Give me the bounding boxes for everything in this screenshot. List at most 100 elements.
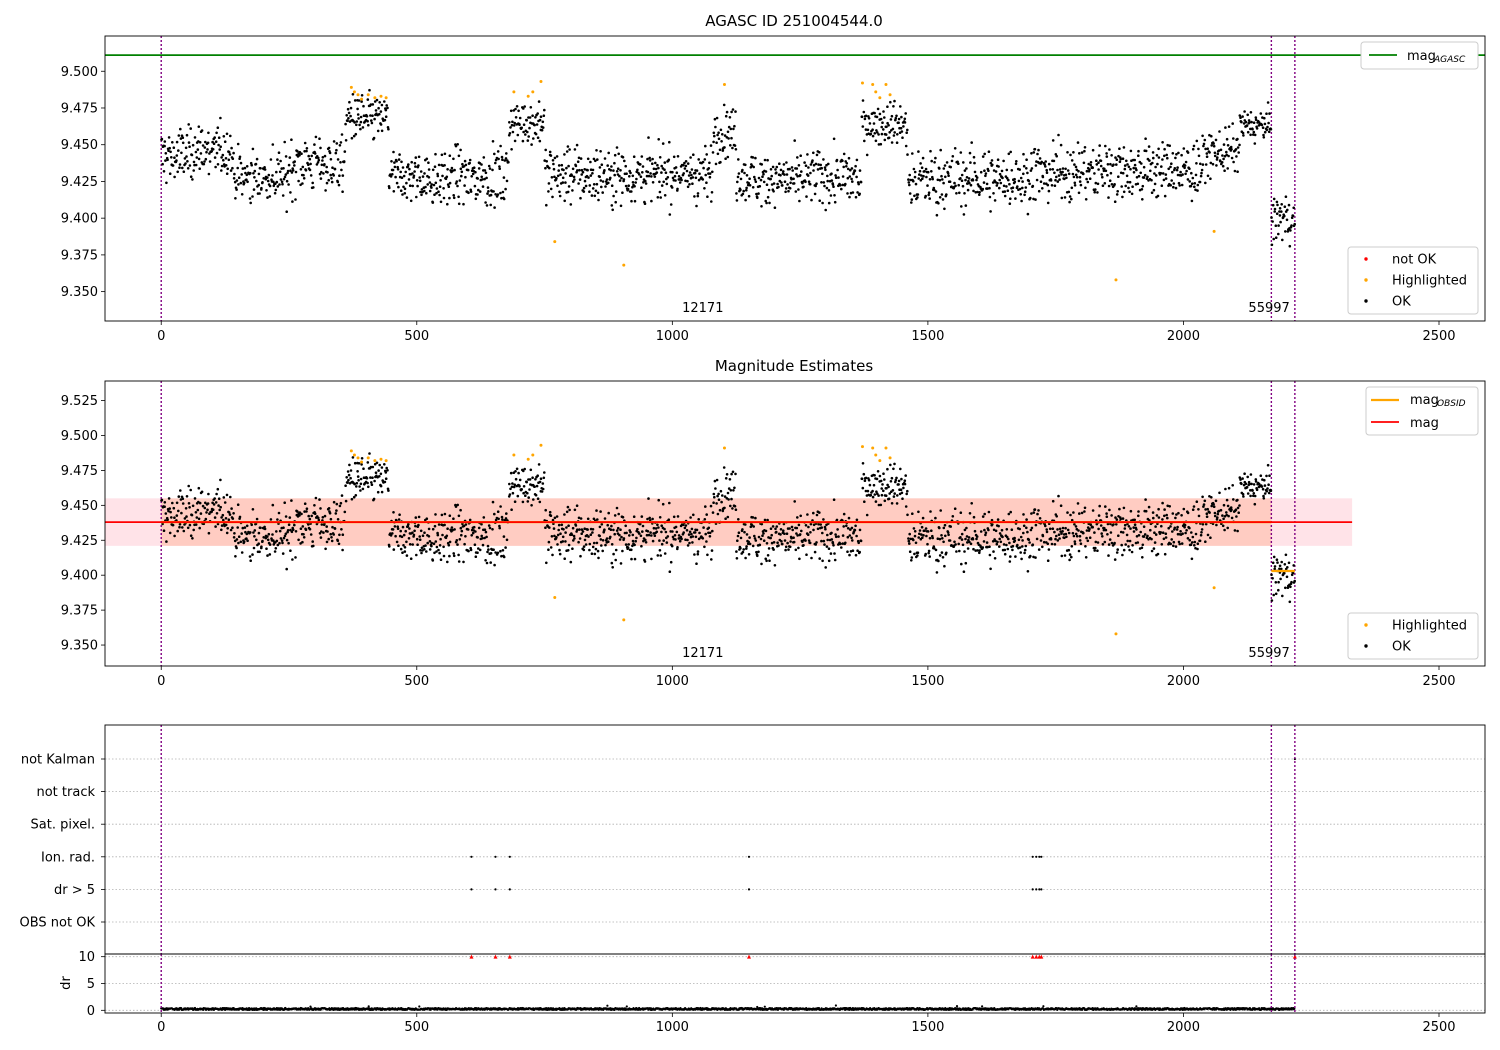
ok-point bbox=[430, 541, 434, 545]
ok-point bbox=[1066, 169, 1070, 172]
ok-point bbox=[1183, 523, 1187, 527]
ok-point bbox=[1242, 134, 1245, 137]
ok-point bbox=[179, 127, 182, 131]
ok-point bbox=[508, 493, 512, 496]
ok-point bbox=[1096, 191, 1099, 194]
ok-point bbox=[1100, 173, 1103, 176]
ok-point bbox=[691, 541, 694, 544]
ok-point bbox=[457, 154, 461, 158]
ok-point bbox=[1262, 497, 1266, 500]
ok-point bbox=[609, 535, 612, 539]
ok-point bbox=[712, 501, 715, 505]
ok-point bbox=[1155, 514, 1159, 517]
ok-point bbox=[1058, 178, 1061, 181]
ok-point bbox=[305, 507, 309, 511]
ok-point bbox=[223, 501, 227, 504]
ok-point bbox=[957, 183, 960, 187]
ok-point bbox=[500, 515, 504, 519]
ok-point bbox=[854, 524, 857, 528]
ok-point bbox=[993, 557, 997, 560]
ok-point bbox=[452, 196, 456, 200]
ok-point bbox=[893, 99, 896, 103]
ok-point bbox=[510, 123, 514, 127]
ok-point bbox=[385, 466, 389, 470]
ok-point bbox=[985, 541, 989, 544]
ok-point bbox=[684, 524, 688, 527]
ok-point bbox=[798, 533, 802, 536]
ok-point bbox=[303, 150, 306, 153]
ok-point bbox=[1240, 120, 1243, 124]
ok-point bbox=[545, 203, 548, 207]
ok-point bbox=[360, 463, 363, 466]
ok-point bbox=[657, 498, 660, 502]
ok-point bbox=[719, 128, 723, 132]
ok-point bbox=[556, 184, 559, 188]
ok-point bbox=[568, 508, 571, 512]
ok-point bbox=[1101, 175, 1104, 179]
ok-point bbox=[930, 159, 933, 163]
ok-point bbox=[808, 541, 812, 545]
ok-point bbox=[809, 163, 813, 166]
ok-point bbox=[428, 548, 432, 551]
ok-point bbox=[664, 171, 668, 174]
ok-point bbox=[175, 140, 179, 144]
ok-point bbox=[491, 140, 495, 143]
ok-point bbox=[395, 159, 398, 163]
ok-point bbox=[924, 552, 927, 556]
ok-point bbox=[547, 548, 550, 551]
flag-point bbox=[470, 855, 473, 858]
ok-point bbox=[455, 180, 459, 183]
ok-point bbox=[327, 178, 331, 182]
ok-point bbox=[989, 567, 992, 571]
ok-point bbox=[1049, 538, 1053, 541]
ok-point bbox=[610, 184, 614, 187]
ok-point bbox=[770, 183, 774, 186]
ok-point bbox=[737, 158, 740, 161]
ok-point bbox=[468, 518, 472, 522]
ok-point bbox=[253, 535, 256, 538]
ok-point bbox=[1007, 152, 1011, 156]
ok-point bbox=[1064, 173, 1068, 177]
ok-point bbox=[652, 526, 656, 530]
ok-point bbox=[822, 518, 825, 521]
ok-point bbox=[1206, 174, 1210, 178]
ok-point bbox=[640, 186, 643, 189]
legend-label: not OK bbox=[1392, 253, 1437, 268]
ok-point bbox=[294, 170, 298, 174]
ok-point bbox=[1136, 182, 1140, 186]
ok-point bbox=[784, 548, 787, 552]
ok-point bbox=[1172, 182, 1176, 185]
ok-point bbox=[781, 184, 784, 187]
ok-point bbox=[505, 512, 508, 515]
ok-point bbox=[1144, 498, 1147, 501]
ok-point bbox=[1022, 513, 1025, 516]
ok-point bbox=[1253, 133, 1257, 137]
ok-point bbox=[403, 550, 407, 553]
ok-point bbox=[845, 524, 848, 528]
ok-point bbox=[920, 533, 923, 536]
ok-point bbox=[758, 543, 762, 547]
ok-point bbox=[1068, 553, 1072, 556]
ok-point bbox=[800, 170, 803, 173]
ok-point bbox=[864, 489, 868, 493]
ok-point bbox=[434, 152, 437, 156]
ok-point bbox=[986, 187, 989, 190]
ok-point bbox=[1205, 155, 1209, 158]
ok-point bbox=[346, 470, 350, 473]
ok-point bbox=[723, 146, 726, 149]
ok-point bbox=[926, 170, 930, 174]
ok-point bbox=[590, 552, 594, 555]
ok-point bbox=[892, 495, 896, 498]
ok-point bbox=[312, 186, 315, 189]
ok-point bbox=[562, 168, 565, 172]
ok-point bbox=[180, 151, 183, 155]
ok-point bbox=[462, 524, 466, 528]
ok-point bbox=[610, 543, 614, 546]
ok-point bbox=[485, 204, 489, 207]
ok-point bbox=[1107, 554, 1110, 557]
ok-point bbox=[580, 532, 583, 535]
highlighted-point bbox=[622, 618, 626, 622]
ok-point bbox=[435, 191, 438, 195]
ok-point bbox=[501, 190, 505, 194]
ok-point bbox=[187, 484, 190, 488]
